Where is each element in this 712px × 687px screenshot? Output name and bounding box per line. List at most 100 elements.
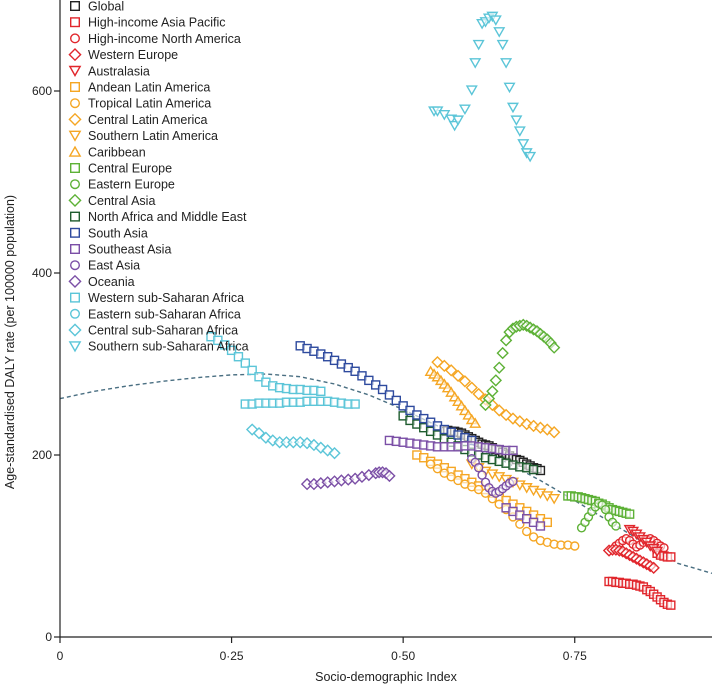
western-sub-saharan-africa-point-33 — [350, 399, 360, 409]
x-tick-label: 0·75 — [563, 649, 587, 663]
western-sub-saharan-africa-point-5 — [240, 358, 251, 368]
legend-marker-southern-latin-america — [68, 130, 82, 142]
legend-label: Western Europe — [88, 48, 178, 62]
legend-label: Central Asia — [88, 194, 155, 208]
legend-label: Eastern Europe — [88, 178, 175, 192]
y-tick-label: 600 — [32, 84, 52, 98]
central-asia-point-3 — [489, 374, 503, 387]
legend-marker-south-asia — [69, 227, 80, 238]
south-asia-point-14 — [391, 395, 401, 406]
legend-marker-central-asia — [68, 193, 82, 207]
southern-sub-saharan-africa-point-19 — [506, 102, 519, 114]
central-asia-point-4 — [493, 361, 506, 374]
south-asia-point-12 — [377, 384, 388, 395]
y-tick-label: 0 — [45, 630, 52, 644]
southern-latin-america-point-12 — [548, 493, 561, 505]
legend-marker-southeast-asia — [69, 243, 80, 254]
legend-marker-global — [69, 1, 80, 12]
legend-item-global: Global — [69, 0, 124, 14]
legend-item-tropical-latin-america: Tropical Latin America — [69, 97, 211, 111]
australasia-point-8 — [651, 546, 664, 558]
points-layer — [206, 11, 676, 610]
central-latin-america-point-9 — [493, 404, 506, 417]
legend-item-high-income-north-america: High-income North America — [69, 32, 241, 46]
high-income-asia-pacific-point-18 — [666, 600, 676, 610]
legend-item-caribbean: Caribbean — [68, 145, 146, 159]
legend-item-central-europe: Central Europe — [69, 162, 172, 176]
caribbean-point-13 — [469, 417, 482, 428]
legend-label: Central Europe — [88, 162, 172, 176]
southern-sub-saharan-africa-point-5 — [452, 115, 465, 126]
legend-label: East Asia — [88, 259, 140, 273]
legend-label: Andean Latin America — [88, 81, 210, 95]
east-asia-point-2 — [473, 463, 484, 473]
central-asia-point-5 — [496, 346, 509, 360]
tropical-latin-america-point-21 — [570, 541, 580, 551]
x-tick-label: 0·25 — [220, 649, 244, 663]
southern-sub-saharan-africa-point-6 — [458, 104, 471, 116]
legend-marker-central-latin-america — [68, 112, 82, 126]
legend-label: Central Latin America — [88, 113, 208, 127]
legend-label: Southern Latin America — [88, 129, 218, 143]
series-western-europe — [602, 543, 660, 575]
western-sub-saharan-africa-point-6 — [247, 365, 257, 376]
series-high-income-asia-pacific — [604, 548, 676, 610]
x-tick-label: 0·50 — [391, 649, 415, 663]
southeast-asia-point-18 — [508, 445, 518, 456]
central-asia-point-6 — [499, 334, 513, 347]
legend-label: Central sub-Saharan Africa — [88, 324, 238, 338]
legend-label: North Africa and Middle East — [88, 210, 247, 224]
series-southern-sub-saharan-africa — [428, 11, 537, 163]
legend-label: Southern sub-Saharan Africa — [88, 340, 249, 354]
y-tick-label: 400 — [32, 266, 52, 280]
series-southeast-asia — [384, 435, 546, 531]
legend-label: South Asia — [88, 226, 148, 240]
central-latin-america-point-3 — [451, 369, 465, 383]
central-latin-america-point-1 — [438, 359, 451, 373]
legend-label: Southeast Asia — [88, 243, 171, 257]
southern-sub-saharan-africa-point-18 — [503, 82, 516, 94]
legend-item-andean-latin-america: Andean Latin America — [69, 81, 210, 95]
southern-sub-saharan-africa-point-14 — [489, 15, 502, 26]
legend-marker-australasia — [68, 65, 82, 77]
legend-marker-east-asia — [69, 260, 80, 271]
legend-label: High-income North America — [88, 32, 241, 46]
x-axis-title: Socio-demographic Index — [315, 670, 457, 684]
legend-marker-eastern-sub-saharan-africa — [69, 308, 80, 319]
legend-item-western-sub-saharan-africa: Western sub-Saharan Africa — [69, 291, 244, 305]
series-oceania — [300, 466, 396, 491]
oceania-point-14 — [383, 469, 396, 483]
southern-sub-saharan-africa-point-7 — [465, 85, 478, 96]
tropical-latin-america-point-0 — [425, 459, 436, 469]
southeast-asia-point-24 — [535, 521, 546, 531]
legend-item-oceania: Oceania — [68, 274, 135, 289]
legend-item-eastern-sub-saharan-africa: Eastern sub-Saharan Africa — [69, 307, 241, 321]
axes-layer — [59, 0, 712, 638]
western-europe-point-13 — [647, 561, 660, 575]
legend-item-western-europe: Western Europe — [68, 48, 178, 62]
southern-sub-saharan-africa-point-15 — [493, 27, 506, 38]
legend-label: Global — [88, 0, 124, 14]
legend-label: Tropical Latin America — [88, 97, 211, 111]
western-sub-saharan-africa-point-7 — [254, 372, 264, 382]
legend-marker-caribbean — [68, 145, 82, 157]
south-asia-point-13 — [384, 390, 395, 400]
legend-label: High-income Asia Pacific — [88, 16, 226, 30]
western-sub-saharan-africa-point-3 — [226, 345, 237, 356]
expected-trend-line — [59, 373, 712, 574]
western-sub-saharan-africa-point-16 — [316, 386, 326, 396]
legend-label: Eastern sub-Saharan Africa — [88, 307, 241, 321]
legend-label: Caribbean — [88, 145, 146, 159]
western-sub-saharan-africa-point-4 — [233, 352, 244, 362]
southern-sub-saharan-africa-point-24 — [524, 151, 537, 163]
legend-item-high-income-asia-pacific: High-income Asia Pacific — [69, 16, 226, 30]
southern-sub-saharan-africa-point-20 — [510, 115, 523, 126]
central-latin-america-point-6 — [472, 387, 485, 401]
legend-marker-tropical-latin-america — [69, 98, 80, 109]
y-ticks: 0 200 400 600 — [32, 84, 60, 644]
x-ticks: 0 0·25 0·50 0·75 — [57, 637, 587, 663]
north-africa-and-middle-east-point-19 — [528, 464, 539, 475]
southern-sub-saharan-africa-point-17 — [500, 58, 513, 69]
legend-marker-oceania — [68, 274, 82, 288]
